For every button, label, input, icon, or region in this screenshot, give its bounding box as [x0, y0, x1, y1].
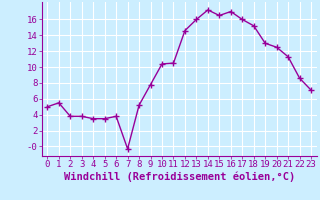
X-axis label: Windchill (Refroidissement éolien,°C): Windchill (Refroidissement éolien,°C): [64, 172, 295, 182]
